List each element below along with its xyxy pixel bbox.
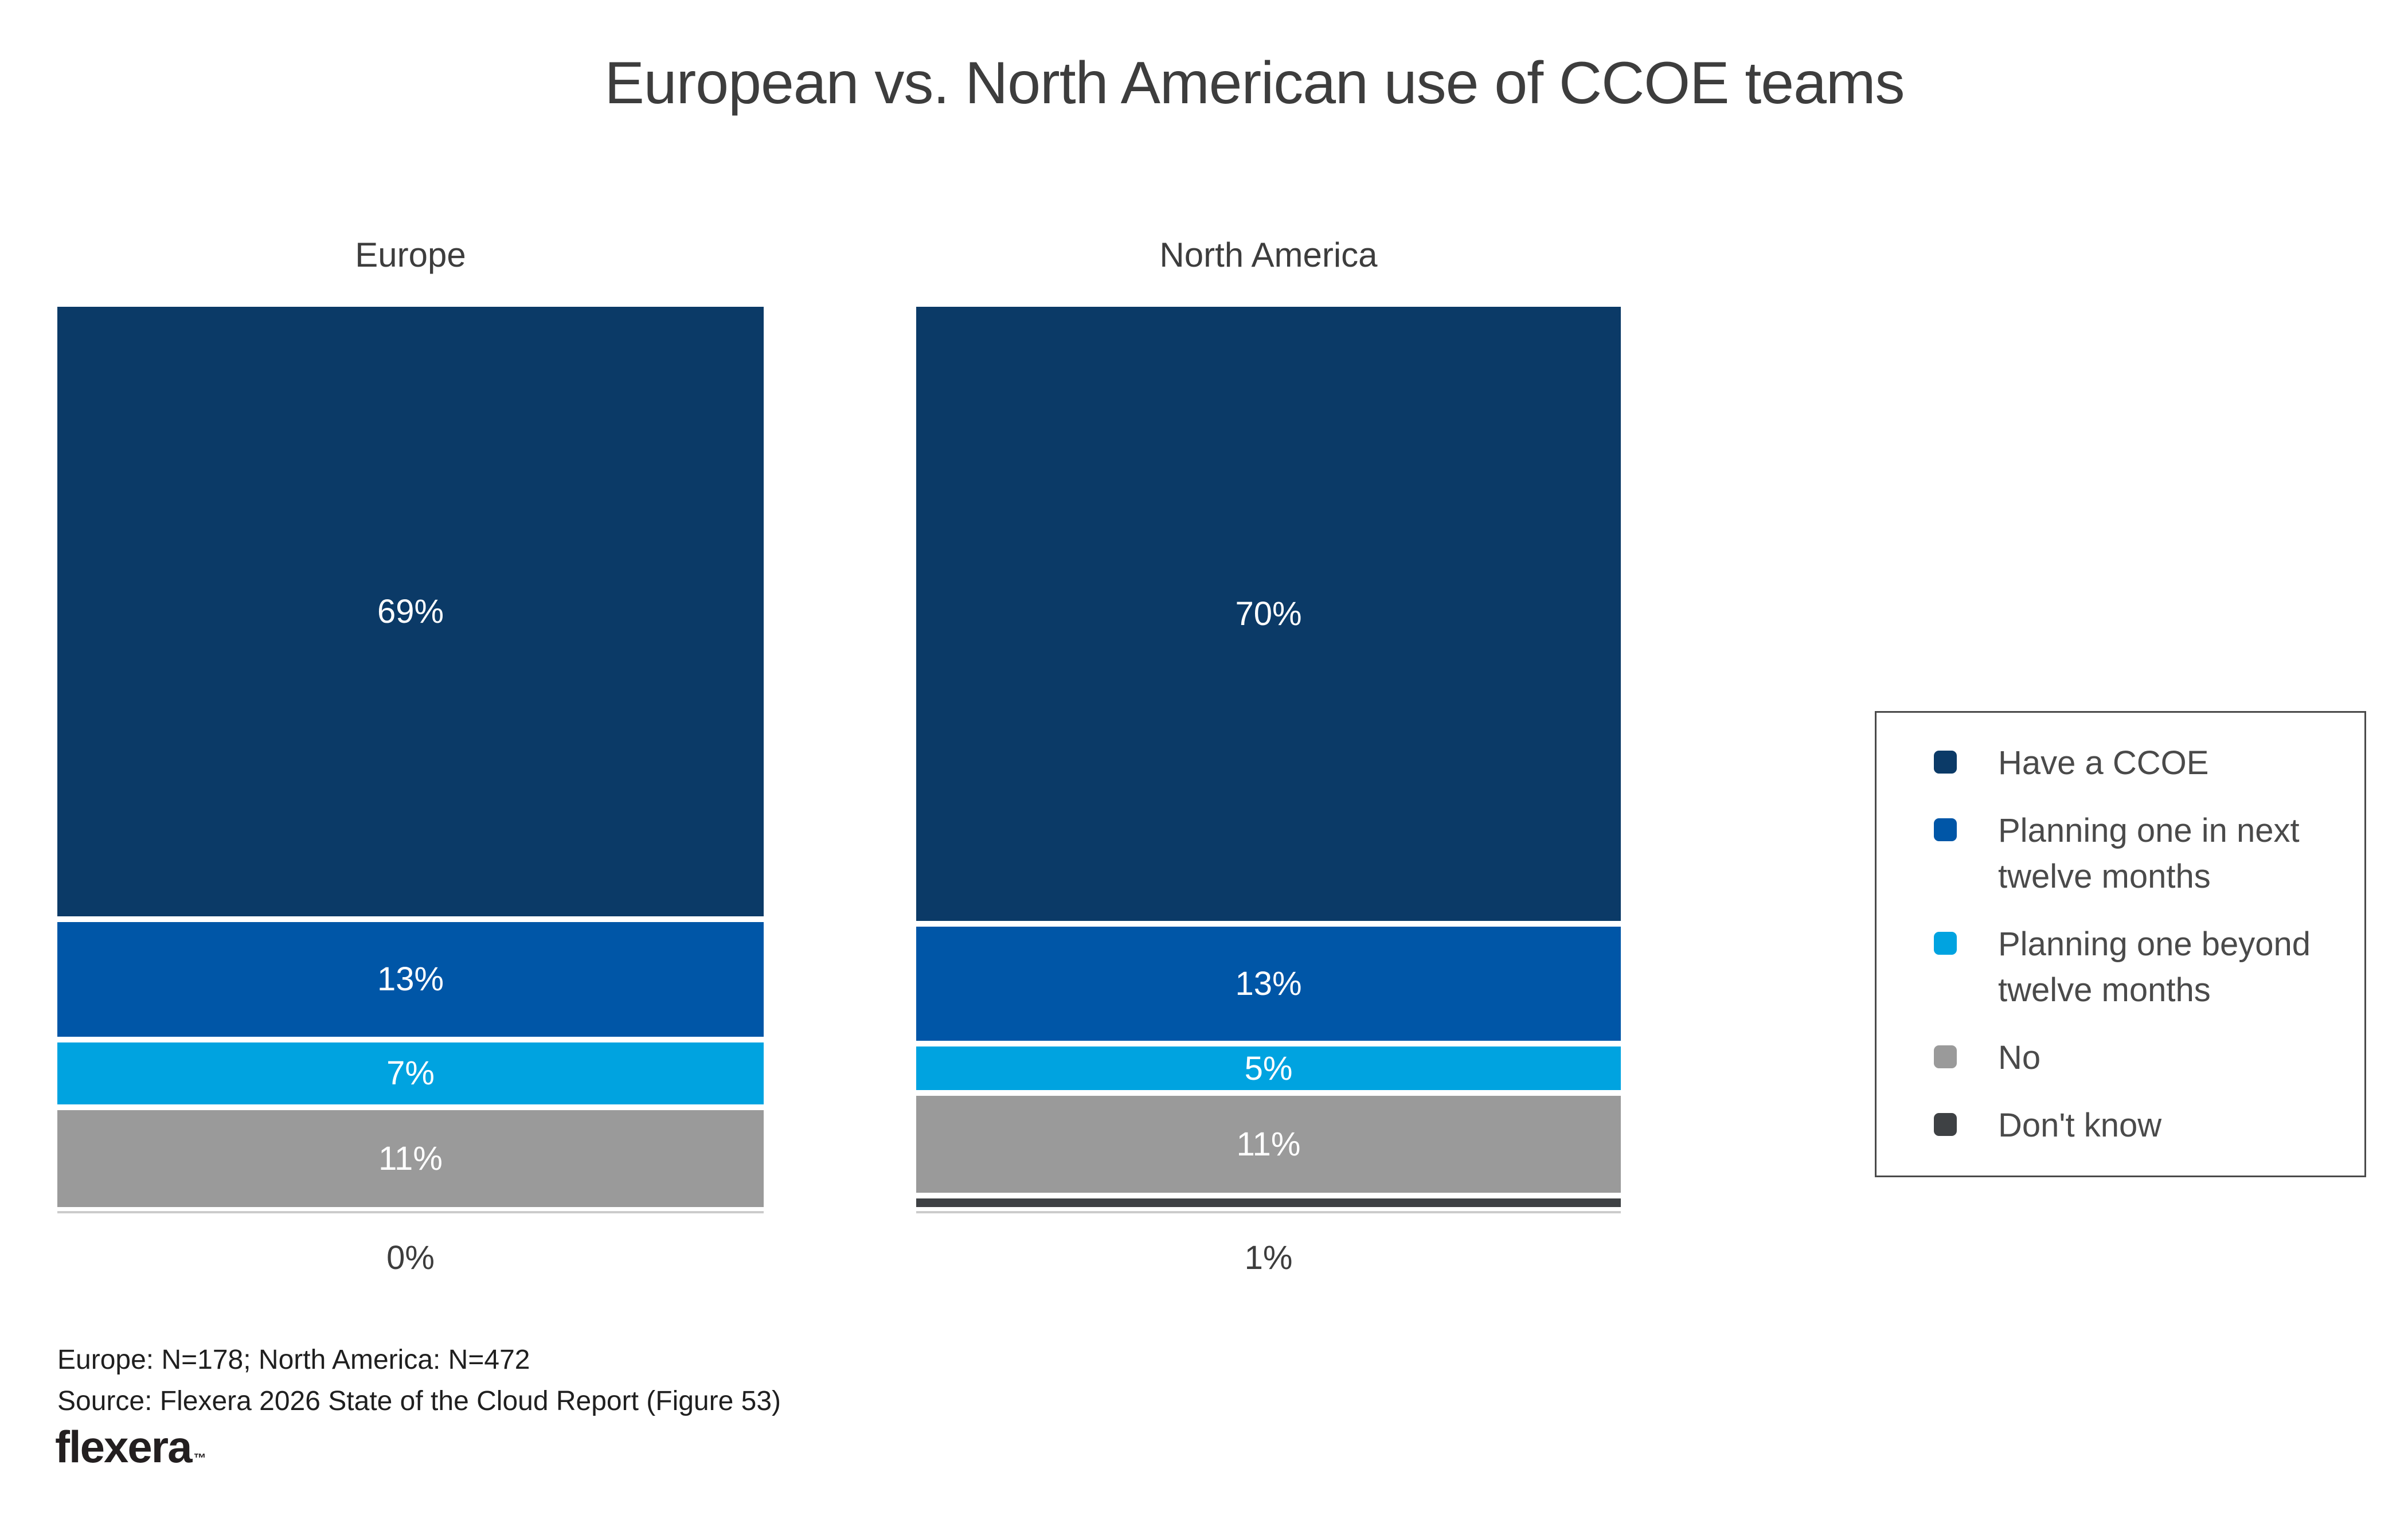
- footnote-sample-sizes: Europe: N=178; North America: N=472: [57, 1345, 530, 1375]
- bar-segment-value: 11%: [378, 1139, 443, 1177]
- legend-label: No: [1998, 1038, 2041, 1076]
- flexera-logo: flexera ™: [55, 1421, 206, 1473]
- axis-baseline-europe: [57, 1211, 764, 1213]
- chart-title: European vs. North American use of CCOE …: [604, 50, 1905, 116]
- legend-swatch-icon: [1934, 931, 1957, 955]
- legend-item-planning-one-in-next-twelve-months: Planning one in next twelve months: [1934, 808, 2338, 900]
- bar-segment-value: 11%: [1236, 1126, 1301, 1163]
- below-bar-label-europe: 0%: [386, 1239, 435, 1276]
- bar-segment-value: 13%: [1235, 964, 1302, 1002]
- bar-segment-value: 69%: [377, 592, 444, 630]
- bar-segment-value: 70%: [1235, 595, 1302, 632]
- column-header-north-america: North America: [1159, 236, 1378, 274]
- legend-item-planning-one-beyond-twelve-months: Planning one beyond twelve months: [1934, 921, 2338, 1013]
- bar-segment-planning-one-beyond-twelve-months-europe: 7%: [57, 1042, 764, 1104]
- trademark-icon: ™: [193, 1451, 206, 1465]
- legend-label: Planning one beyond twelve months: [1998, 925, 2311, 1009]
- bar-segment-no-europe: 11%: [57, 1110, 764, 1207]
- bar-segment-have-a-ccoe-north-america: 70%: [916, 307, 1621, 921]
- bar-segment-value: 5%: [1244, 1049, 1293, 1087]
- legend-swatch-icon: [1934, 1112, 1957, 1136]
- legend-item-no: No: [1934, 1035, 2338, 1081]
- legend-item-don-t-know: Don't know: [1934, 1103, 2338, 1149]
- footnote-source: Source: Flexera 2026 State of the Cloud …: [57, 1386, 781, 1416]
- legend-swatch-icon: [1934, 1045, 1957, 1068]
- column-header-europe: Europe: [355, 236, 466, 274]
- legend-swatch-icon: [1934, 818, 1957, 841]
- legend-item-have-a-ccoe: Have a CCOE: [1934, 740, 2338, 786]
- bar-segment-value: 13%: [377, 960, 444, 998]
- bar-segment-don-t-know-north-america: [916, 1198, 1621, 1207]
- below-bar-label-north-america: 1%: [1244, 1239, 1293, 1276]
- bar-segment-value: 7%: [386, 1055, 435, 1092]
- flexera-wordmark: flexera: [55, 1422, 193, 1472]
- bar-north-america: 70% 13% 5% 11%: [916, 307, 1621, 1207]
- axis-baseline-north-america: [916, 1211, 1621, 1213]
- legend-label: Planning one in next twelve months: [1998, 811, 2300, 895]
- legend-label: Have a CCOE: [1998, 744, 2209, 782]
- bar-segment-have-a-ccoe-europe: 69%: [57, 307, 764, 916]
- bar-segment-planning-one-beyond-twelve-months-north-america: 5%: [916, 1046, 1621, 1091]
- legend-box: Have a CCOE Planning one in next twelve m…: [1875, 711, 2366, 1177]
- bar-europe: 69% 13% 7% 11%: [57, 307, 764, 1207]
- legend-swatch-icon: [1934, 750, 1957, 774]
- bar-segment-no-north-america: 11%: [916, 1096, 1621, 1193]
- bar-segment-planning-one-in-next-twelve-months-north-america: 13%: [916, 927, 1621, 1041]
- legend-label: Don't know: [1998, 1106, 2162, 1144]
- bar-segment-planning-one-in-next-twelve-months-europe: 13%: [57, 921, 764, 1037]
